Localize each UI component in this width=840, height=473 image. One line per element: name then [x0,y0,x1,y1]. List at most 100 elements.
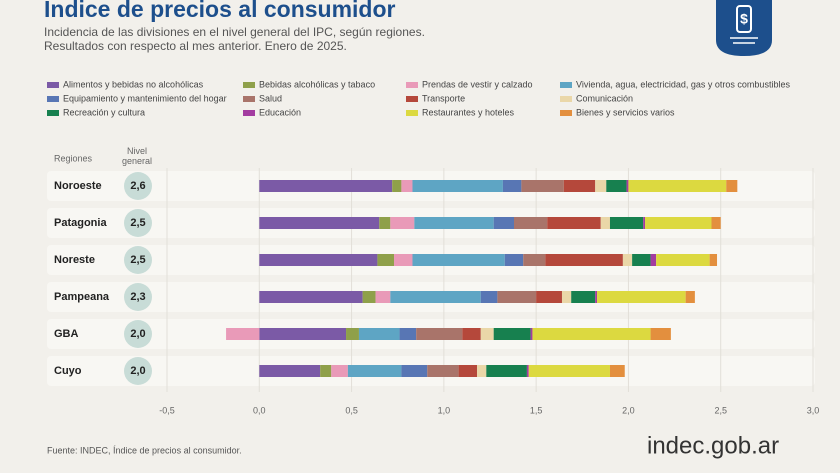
bar-segment [650,254,657,266]
bar-segment [458,365,478,377]
level-circle [124,357,152,385]
bar-segment [523,254,546,266]
svg-text:$: $ [740,11,748,27]
bar-segment [609,365,625,377]
bar-segment [563,180,596,192]
bar-segment [497,291,537,303]
bar-segment [645,217,712,229]
legend-label: Equipamiento y mantenimiento del hogar [63,93,227,103]
bar-segment [226,328,260,340]
bar-segment [377,254,395,266]
bar-segment [709,254,718,266]
bar-segment [493,328,531,340]
bar-segment [427,365,459,377]
bar-segment [532,328,651,340]
bar-segment [650,328,671,340]
bar-segment [259,254,378,266]
bar-segment [622,254,633,266]
legend-swatch [560,82,572,88]
legend-label: Alimentos y bebidas no alcohólicas [63,79,204,89]
level-label: 2,3 [130,291,145,303]
x-tick-label: 0,5 [345,405,358,415]
bar-segment [628,180,727,192]
bar-segment [521,180,564,192]
level-label: 2,6 [130,180,145,192]
bar-segment [632,254,651,266]
bar-segment [414,217,494,229]
region-label: GBA [54,328,79,340]
chart-title: Indice de precios al consumidor [44,0,396,22]
x-tick-label: 1,0 [438,405,451,415]
level-label: 2,0 [130,328,145,340]
x-tick-label: 0,0 [253,405,266,415]
legend-label: Salud [259,93,282,103]
bar-segment [609,217,644,229]
bar-segment [477,365,487,377]
bar-segment [536,291,562,303]
bar-segment [401,180,413,192]
bar-segment [259,291,363,303]
bar-segment [394,254,413,266]
level-circle [124,320,152,348]
level-circle [124,172,152,200]
bar-segment [547,217,601,229]
bar-segment [480,328,494,340]
bar-segment [390,217,415,229]
bar-segment [656,254,710,266]
bar-segment [259,217,380,229]
level-header: Nivel general [121,146,153,166]
bar-segment [526,365,529,377]
legend-swatch [47,82,59,88]
bar-segment [462,328,481,340]
bar-segment [726,180,738,192]
bar-segment [320,365,332,377]
subtitle: Resultados con respecto al mes anterior.… [44,39,347,53]
bar-segment [600,217,610,229]
bar-segment [493,217,514,229]
legend-swatch [560,110,572,116]
bar-segment [358,328,400,340]
bar-segment [412,254,505,266]
legend-swatch [243,110,255,116]
bar-segment [528,365,610,377]
bar-segment [347,365,402,377]
bar-segment [595,291,598,303]
legend-swatch [243,96,255,102]
region-label: Cuyo [54,365,82,377]
bar-segment [390,291,481,303]
bar-segment [346,328,359,340]
bar-segment [513,217,548,229]
bar-segment [530,328,533,340]
legend-label: Recreación y cultura [63,107,145,117]
bar-segment [595,180,607,192]
bar-segment [643,217,646,229]
legend-swatch [406,82,418,88]
bar-segment [392,180,402,192]
bar-segment [685,291,695,303]
legend-label: Bienes y servicios varios [576,107,675,117]
bar-segment [545,254,623,266]
x-tick-label: 2,0 [622,405,635,415]
subtitle: Incidencia de las divisiones en el nivel… [44,25,425,39]
bar-segment [412,180,503,192]
level-label: 2,0 [130,365,145,377]
legend-label: Prendas de vestir y calzado [422,79,533,89]
source: Fuente: INDEC, Índice de precios al cons… [47,445,242,455]
bar-segment [331,365,348,377]
bar-segment [259,180,393,192]
legend-label: Restaurantes y hoteles [422,107,515,117]
bar-segment [597,291,686,303]
legend-swatch [406,110,418,116]
bar-segment [399,328,417,340]
x-tick-label: -0,5 [159,405,175,415]
bar-segment [571,291,596,303]
region-label: Noreste [54,254,95,266]
x-tick-label: 1,5 [530,405,543,415]
bar-segment [504,254,524,266]
bar-segment [626,180,629,192]
level-label: 2,5 [130,217,145,229]
bar-segment [379,217,391,229]
logo-badge: $ [716,0,772,56]
